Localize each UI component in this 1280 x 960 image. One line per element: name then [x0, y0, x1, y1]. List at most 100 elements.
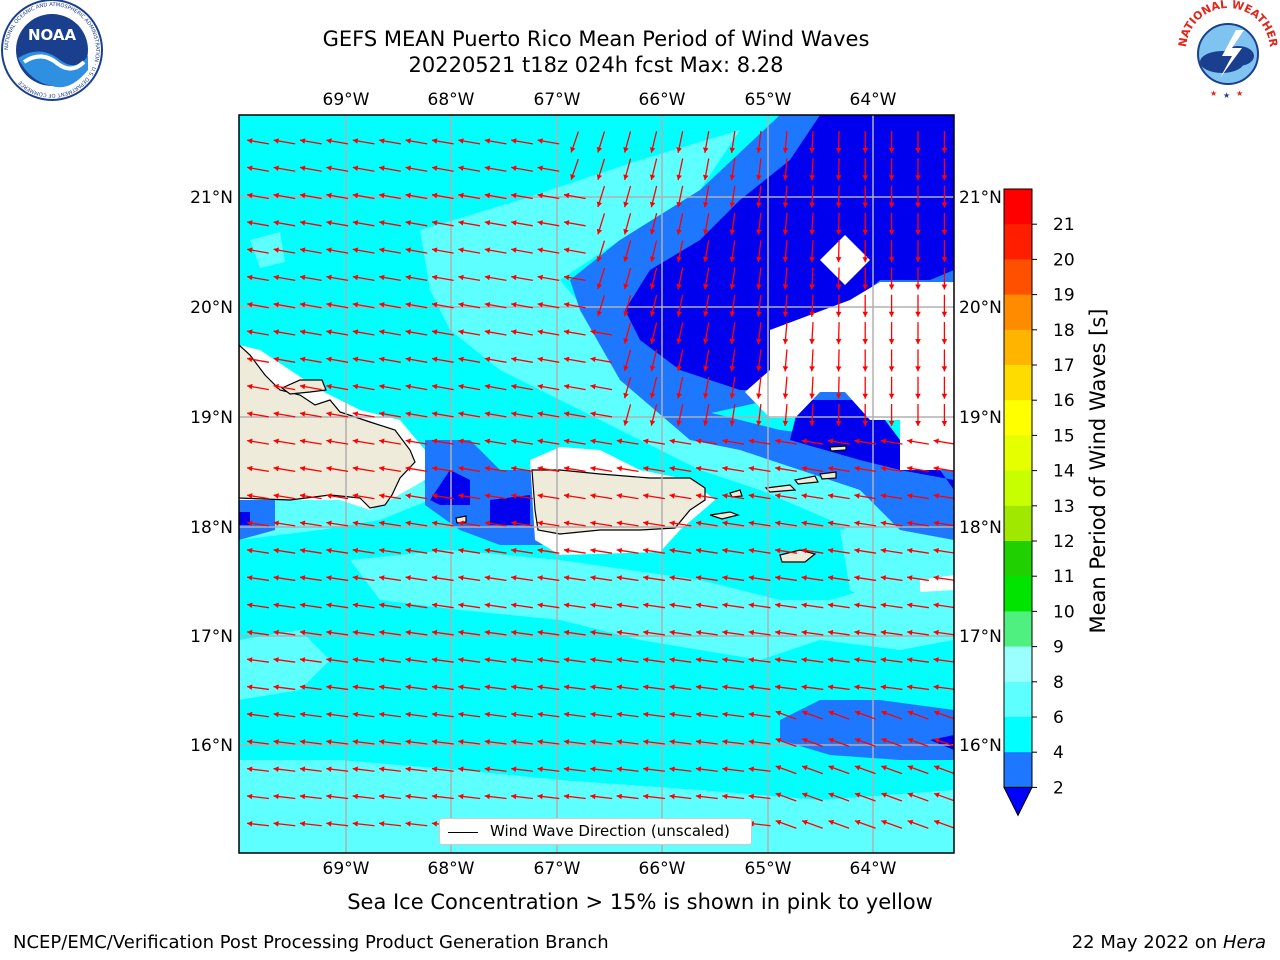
- wind-wave-arrow: [933, 792, 954, 802]
- wind-wave-arrow: [888, 212, 895, 235]
- wind-wave-arrow: [941, 349, 948, 372]
- chart-title: GEFS MEAN Puerto Rico Mean Period of Win…: [322, 27, 870, 51]
- wind-wave-arrow: [273, 793, 296, 800]
- wind-wave-arrow: [458, 356, 481, 363]
- nws-logo: NATIONAL WEATHER SERVICE ★ ★ ★: [1176, 0, 1280, 100]
- wind-wave-arrow: [247, 302, 269, 309]
- wind-wave-arrow: [352, 356, 375, 363]
- wind-wave-arrow: [596, 158, 606, 180]
- wind-wave-arrow: [405, 465, 428, 473]
- wind-wave-arrow: [273, 629, 296, 636]
- wind-wave-arrow: [299, 411, 322, 418]
- wind-wave-arrow: [623, 240, 632, 262]
- wind-wave-arrow: [247, 438, 269, 445]
- wind-wave-arrow: [458, 547, 481, 554]
- wind-wave-arrow: [299, 165, 322, 172]
- wind-wave-arrow: [431, 629, 454, 636]
- wind-wave-arrow: [695, 657, 718, 663]
- wind-wave-arrow: [247, 520, 269, 527]
- wind-wave-arrow: [590, 411, 613, 418]
- wind-wave-arrow: [590, 684, 613, 691]
- wind-wave-arrow: [247, 766, 269, 772]
- wind-wave-arrow: [537, 684, 560, 691]
- wind-wave-arrow: [431, 302, 454, 309]
- wind-wave-arrow: [782, 240, 789, 263]
- wind-wave-arrow: [537, 302, 560, 309]
- wind-wave-arrow: [247, 493, 269, 500]
- wind-wave-arrow: [563, 739, 586, 745]
- legend-line-swatch: [448, 832, 478, 833]
- wind-wave-arrow: [405, 302, 428, 309]
- wind-wave-arrow: [880, 547, 903, 554]
- wind-wave-arrow: [623, 131, 632, 153]
- wind-wave-arrow: [299, 766, 322, 772]
- wind-wave-arrow: [676, 158, 684, 181]
- wind-wave-arrow: [907, 493, 929, 500]
- wind-wave-arrow: [590, 383, 613, 391]
- lon-label-top: 68°W: [428, 90, 475, 110]
- wind-wave-arrow: [907, 737, 929, 747]
- wind-wave-arrow: [669, 766, 692, 772]
- wind-wave-arrow: [273, 465, 296, 473]
- wind-wave-arrow: [431, 547, 454, 554]
- wind-wave-arrow: [649, 158, 658, 181]
- wind-wave-arrow: [563, 465, 586, 473]
- wind-wave-arrow: [431, 247, 454, 254]
- wind-wave-arrow: [782, 403, 789, 427]
- wind-wave-arrow: [643, 438, 665, 445]
- wind-wave-arrow: [695, 493, 718, 500]
- wind-wave-arrow: [669, 739, 692, 745]
- svg-text:★: ★: [1210, 89, 1217, 98]
- wind-wave-arrow: [809, 376, 815, 399]
- wind-wave-arrow: [722, 793, 745, 800]
- wind-wave-arrow: [352, 629, 375, 636]
- wind-wave-arrow: [862, 404, 868, 426]
- wind-wave-arrow: [616, 493, 639, 500]
- wind-wave-arrow: [458, 657, 481, 663]
- wind-wave-arrow: [431, 274, 454, 282]
- wind-wave-arrow: [676, 294, 684, 317]
- wind-wave-arrow: [649, 376, 658, 399]
- wind-wave-arrow: [649, 131, 658, 153]
- wind-wave-arrow: [782, 185, 789, 208]
- wind-wave-arrow: [748, 766, 771, 772]
- wind-wave-arrow: [326, 547, 349, 554]
- wind-wave-arrow: [623, 185, 632, 208]
- wind-wave-arrow: [854, 575, 877, 582]
- wind-wave-arrow: [299, 629, 322, 636]
- wind-wave-arrow: [537, 465, 560, 473]
- wind-wave-arrow: [379, 575, 401, 582]
- svg-text:★: ★: [1223, 91, 1230, 100]
- wind-wave-arrow: [273, 739, 296, 745]
- wind-wave-arrow: [247, 383, 269, 391]
- wind-wave-arrow: [537, 383, 560, 391]
- wind-wave-arrow: [273, 711, 296, 718]
- wind-wave-arrow: [458, 192, 481, 200]
- wind-wave-arrow: [405, 575, 428, 582]
- wind-wave-arrow: [511, 356, 533, 363]
- wind-wave-arrow: [702, 404, 710, 426]
- wind-wave-arrow: [695, 547, 718, 554]
- axis-labels: 69°W 69°W 68°W 68°W 67°W 67°W 66°W 66°W 65°W 65°W…: [190, 90, 1002, 879]
- wind-wave-arrow: [431, 575, 454, 582]
- wind-wave-arrow: [326, 575, 349, 582]
- wind-wave-arrow: [299, 493, 322, 500]
- wind-wave-arrow: [695, 520, 718, 527]
- wind-wave-arrow: [729, 267, 736, 290]
- wind-wave-arrow: [458, 793, 481, 800]
- wind-wave-arrow: [379, 520, 401, 527]
- wind-wave-arrow: [352, 138, 375, 145]
- lat-label-left: 20°N: [190, 298, 233, 318]
- wind-wave-arrow: [835, 322, 842, 345]
- wind-wave-arrow: [748, 711, 771, 718]
- wind-wave-arrow: [775, 737, 797, 747]
- wind-wave-arrow: [511, 274, 533, 282]
- wind-wave-arrow: [379, 192, 401, 200]
- wind-wave-arrow: [273, 356, 296, 363]
- wind-wave-arrow: [273, 766, 296, 772]
- wind-wave-arrow: [405, 629, 428, 636]
- wind-wave-arrow: [379, 547, 401, 554]
- wind-wave-arrow: [458, 711, 481, 718]
- wind-wave-arrow: [299, 602, 322, 609]
- wind-wave-arrow: [405, 684, 428, 691]
